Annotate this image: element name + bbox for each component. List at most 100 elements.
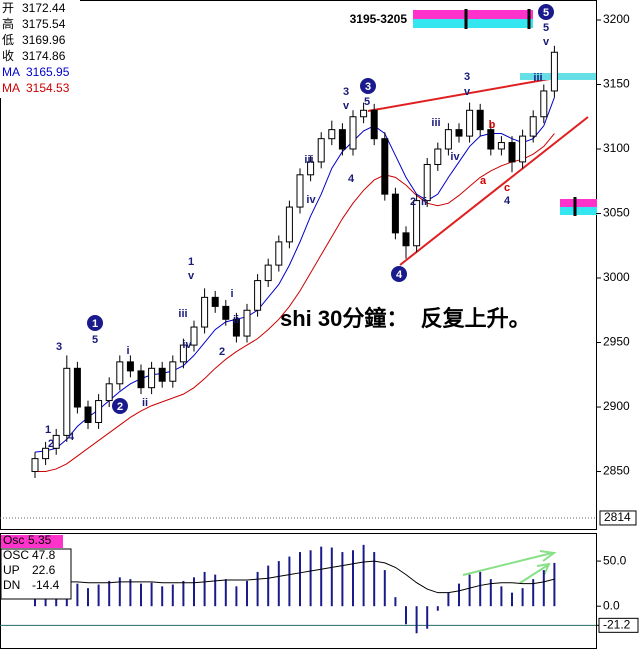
candle-body (540, 90, 548, 118)
wave-label: c (504, 182, 510, 194)
wave-label: ii (142, 397, 148, 409)
wave-label: a (480, 175, 487, 187)
legend-value: 3154.53 (26, 81, 70, 95)
candle-body (158, 367, 166, 382)
candle-body (264, 264, 272, 282)
candle-body (211, 296, 219, 307)
wave-label: 2 (219, 346, 225, 358)
target-box-top (413, 10, 533, 19)
wave-label: 2 (410, 196, 416, 208)
wave-label: iii (431, 117, 440, 129)
candle-body (529, 116, 537, 137)
tick-box (598, 617, 639, 633)
candle-body (434, 148, 442, 165)
candle-body (338, 129, 346, 150)
y-tick-label: 3100 (603, 141, 630, 155)
osc-title-bg (1, 535, 63, 548)
wave-label: 2 (48, 438, 54, 450)
ma-line (35, 133, 555, 473)
wave-label: 1 (45, 424, 51, 436)
circled-label: 1 (92, 318, 98, 330)
candle-body (466, 109, 474, 137)
legend-value: 5.35 (28, 533, 52, 547)
main-panel (0, 0, 597, 530)
wave-label: iii (304, 154, 313, 166)
candle-body (285, 206, 293, 243)
wave-label: iii (533, 72, 542, 84)
legend-label: Osc (3, 533, 24, 547)
candle-body (455, 129, 463, 137)
wave-label: iv (306, 194, 316, 206)
caption: shi 30分鐘： 反复上升。 (280, 306, 531, 331)
info-label: 收 (2, 49, 14, 63)
target-box-label: 3195-3205 (350, 12, 408, 26)
y-tick-label: 3050 (603, 206, 630, 220)
info-label: 低 (2, 33, 14, 47)
wave-label: ii (421, 196, 427, 208)
candle-body (148, 367, 156, 389)
y-tick-label: 3200 (603, 12, 630, 26)
wave-circle (538, 4, 554, 20)
wave-label: b (489, 119, 496, 131)
circled-label: 3 (365, 81, 371, 93)
wave-label: v (464, 86, 471, 98)
legend-label: DN (3, 578, 20, 592)
y-tick-label: -21.2 (603, 618, 631, 632)
legend-name: MA (2, 65, 20, 79)
wave-label: 3 (464, 71, 470, 83)
candle-body (84, 406, 92, 424)
candle-body (31, 458, 39, 473)
wave-circle (112, 398, 128, 414)
wave-label: 4 (504, 195, 511, 207)
candle-body (307, 161, 315, 176)
candle-body (296, 174, 304, 208)
wave-label: 4 (348, 173, 355, 185)
info-value: 3174.86 (22, 49, 66, 63)
circled-label: 5 (543, 7, 549, 19)
candle-body (275, 241, 283, 266)
osc-arrows (462, 550, 557, 584)
candle-body (243, 309, 251, 337)
trend-line (399, 116, 589, 266)
target-box-bottom (560, 207, 597, 215)
signal-line (35, 560, 555, 594)
ma-line (34, 97, 555, 453)
osc-legend-box (0, 548, 72, 600)
candle-body (487, 129, 495, 150)
candle-body (402, 232, 410, 247)
wave-label: 3 (56, 341, 62, 353)
candle-body (370, 109, 378, 140)
candle-body (232, 318, 240, 337)
y-tick-label: 3150 (603, 77, 630, 91)
wave-label: 5 (364, 96, 370, 108)
wave-circle (87, 315, 103, 331)
wave-label: 5 (92, 334, 98, 346)
arrow-head (539, 550, 557, 562)
wave-label: iv (450, 151, 460, 163)
candle-body (328, 129, 336, 140)
y-tick-label: 2900 (603, 399, 630, 413)
legend-name: MA (2, 81, 20, 95)
wave-circle (360, 78, 376, 94)
candle-body (201, 296, 209, 328)
candle-body (222, 305, 230, 320)
legend-value: 47.8 (32, 548, 56, 562)
wave-label: i (126, 345, 129, 357)
wave-circle (391, 266, 407, 282)
candle-body (519, 135, 527, 163)
arrow (519, 564, 549, 584)
circled-label: 4 (396, 269, 403, 281)
wave-label: v (343, 100, 350, 112)
candle-body (42, 447, 50, 460)
candle-body (497, 142, 505, 150)
info-value: 3175.54 (22, 17, 66, 31)
info-box (0, 0, 80, 98)
candle-body (52, 434, 60, 449)
candle-body (391, 193, 399, 234)
wave-label: 3 (343, 86, 349, 98)
info-label: 高 (2, 16, 14, 31)
arrow-head (536, 562, 551, 576)
wave-label: 1 (188, 256, 194, 268)
candle-body (169, 361, 177, 382)
